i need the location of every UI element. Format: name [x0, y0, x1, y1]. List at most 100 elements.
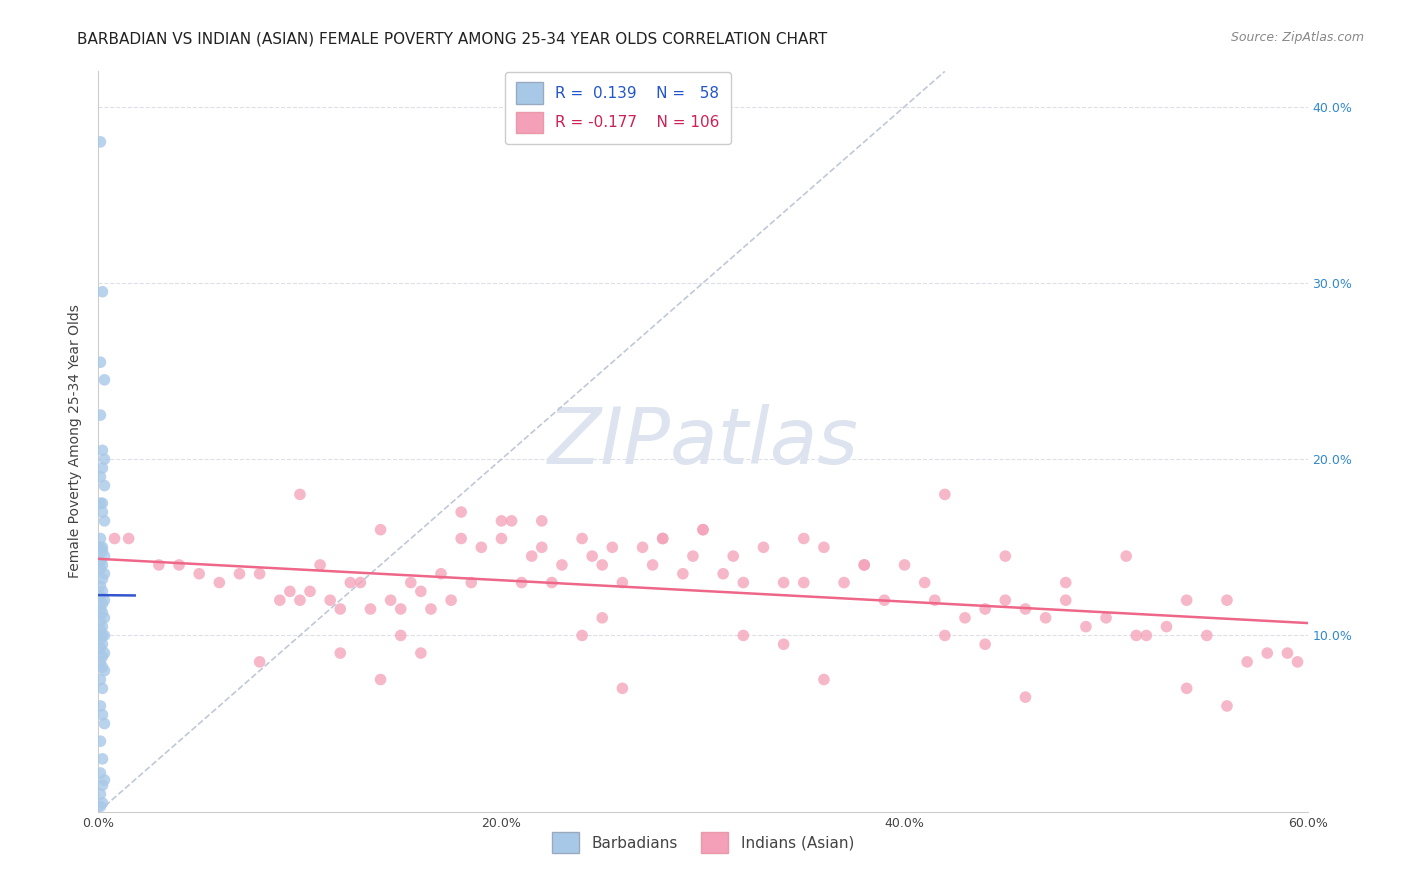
Point	[1125, 628, 1147, 642]
Text: BARBADIAN VS INDIAN (ASIAN) FEMALE POVERTY AMONG 25-34 YEAR OLDS CORRELATION CHA: BARBADIAN VS INDIAN (ASIAN) FEMALE POVER…	[77, 31, 828, 46]
Point	[103, 532, 125, 546]
Point	[1054, 575, 1077, 590]
Point	[89, 640, 111, 655]
Point	[409, 584, 432, 599]
Point	[772, 637, 794, 651]
Point	[389, 602, 412, 616]
Point	[370, 523, 392, 537]
Point	[89, 470, 111, 484]
Point	[813, 673, 835, 687]
Point	[93, 716, 115, 731]
Point	[93, 549, 115, 563]
Point	[93, 628, 115, 642]
Point	[91, 660, 114, 674]
Point	[208, 575, 231, 590]
Point	[440, 593, 463, 607]
Point	[329, 646, 352, 660]
Point	[682, 549, 704, 563]
Point	[148, 558, 170, 572]
Point	[91, 572, 114, 586]
Point	[89, 590, 111, 604]
Point	[91, 505, 114, 519]
Point	[249, 566, 271, 581]
Point	[450, 532, 472, 546]
Point	[1156, 619, 1178, 633]
Point	[89, 561, 111, 575]
Point	[612, 575, 634, 590]
Point	[91, 558, 114, 572]
Point	[89, 734, 111, 748]
Point	[571, 532, 593, 546]
Point	[540, 575, 562, 590]
Point	[89, 554, 111, 568]
Point	[89, 787, 111, 801]
Point	[1216, 593, 1239, 607]
Point	[1095, 611, 1118, 625]
Point	[89, 135, 111, 149]
Point	[249, 655, 271, 669]
Point	[91, 544, 114, 558]
Point	[853, 558, 876, 572]
Point	[914, 575, 936, 590]
Point	[93, 478, 115, 492]
Point	[91, 628, 114, 642]
Point	[93, 646, 115, 660]
Point	[510, 575, 533, 590]
Point	[934, 487, 956, 501]
Point	[269, 593, 291, 607]
Point	[1014, 602, 1036, 616]
Point	[974, 602, 997, 616]
Y-axis label: Female Poverty Among 25-34 Year Olds: Female Poverty Among 25-34 Year Olds	[69, 304, 83, 579]
Point	[91, 637, 114, 651]
Point	[1286, 655, 1309, 669]
Point	[93, 611, 115, 625]
Point	[409, 646, 432, 660]
Point	[329, 602, 352, 616]
Point	[723, 549, 745, 563]
Point	[118, 532, 141, 546]
Point	[380, 593, 402, 607]
Point	[420, 602, 443, 616]
Point	[1256, 646, 1278, 660]
Point	[711, 566, 734, 581]
Point	[89, 532, 111, 546]
Point	[551, 558, 574, 572]
Point	[853, 558, 876, 572]
Point	[651, 532, 673, 546]
Point	[91, 443, 114, 458]
Point	[1175, 593, 1198, 607]
Point	[91, 584, 114, 599]
Point	[994, 549, 1017, 563]
Point	[953, 611, 976, 625]
Point	[167, 558, 190, 572]
Point	[651, 532, 673, 546]
Point	[89, 579, 111, 593]
Point	[1035, 611, 1057, 625]
Point	[278, 584, 301, 599]
Point	[1074, 619, 1097, 633]
Point	[1135, 628, 1157, 642]
Point	[793, 575, 815, 590]
Point	[491, 532, 513, 546]
Point	[91, 541, 114, 555]
Point	[349, 575, 371, 590]
Text: Source: ZipAtlas.com: Source: ZipAtlas.com	[1230, 31, 1364, 45]
Point	[692, 523, 714, 537]
Point	[399, 575, 422, 590]
Point	[1277, 646, 1299, 660]
Point	[1175, 681, 1198, 696]
Point	[641, 558, 664, 572]
Point	[631, 541, 654, 555]
Point	[370, 673, 392, 687]
Text: ZIPatlas: ZIPatlas	[547, 403, 859, 480]
Point	[89, 698, 111, 713]
Point	[89, 766, 111, 780]
Point	[339, 575, 361, 590]
Point	[813, 541, 835, 555]
Point	[360, 602, 382, 616]
Point	[89, 799, 111, 814]
Point	[91, 707, 114, 722]
Point	[974, 637, 997, 651]
Point	[93, 373, 115, 387]
Point	[389, 628, 412, 642]
